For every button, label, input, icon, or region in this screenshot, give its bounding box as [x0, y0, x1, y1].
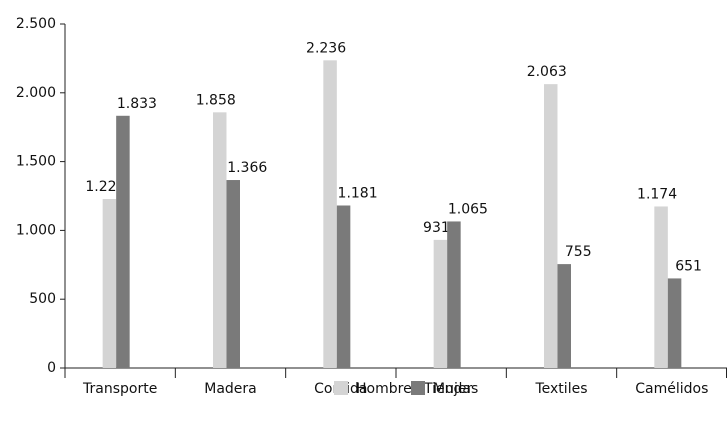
x-tick-label: Camélidos	[635, 381, 708, 397]
value-label: 1.174	[637, 186, 677, 202]
x-tick-label: Textiles	[534, 381, 587, 397]
bar	[213, 112, 227, 368]
bar	[544, 84, 558, 369]
x-tick-label: Transporte	[82, 381, 157, 397]
bar	[447, 221, 461, 368]
value-label: 1.228	[85, 179, 125, 195]
y-tick-label: 500	[29, 291, 56, 307]
value-label: 931	[423, 220, 450, 236]
bar	[102, 199, 117, 368]
y-tick-label: 0	[47, 360, 56, 376]
value-label: 755	[565, 244, 592, 260]
y-tick-label: 2.000	[16, 85, 56, 101]
value-label: 1.858	[196, 92, 236, 108]
y-tick-label: 2.500	[16, 16, 56, 32]
value-label: 2.236	[306, 40, 346, 56]
bar	[667, 278, 682, 368]
y-tick-label: 1.000	[16, 222, 56, 238]
bar	[557, 264, 571, 368]
x-tick-label: Madera	[204, 381, 257, 397]
x-tick-label: Tiendas	[423, 381, 478, 397]
bar	[226, 180, 240, 368]
bar	[433, 239, 448, 368]
bar	[323, 60, 337, 368]
legend-swatch	[334, 381, 348, 395]
legend-label: Mujer	[433, 381, 472, 397]
bar	[654, 206, 668, 368]
value-label: 1.833	[117, 96, 157, 112]
value-label: 651	[675, 258, 702, 274]
bar	[336, 205, 351, 368]
legend-swatch	[411, 381, 425, 395]
value-label: 1.065	[448, 201, 488, 217]
legend-label: Hombre	[356, 381, 412, 397]
value-label: 1.366	[227, 160, 267, 176]
value-label: 1.181	[338, 185, 378, 201]
bar	[116, 115, 130, 368]
y-tick-label: 1.500	[16, 154, 56, 170]
value-label: 2.063	[527, 64, 567, 80]
